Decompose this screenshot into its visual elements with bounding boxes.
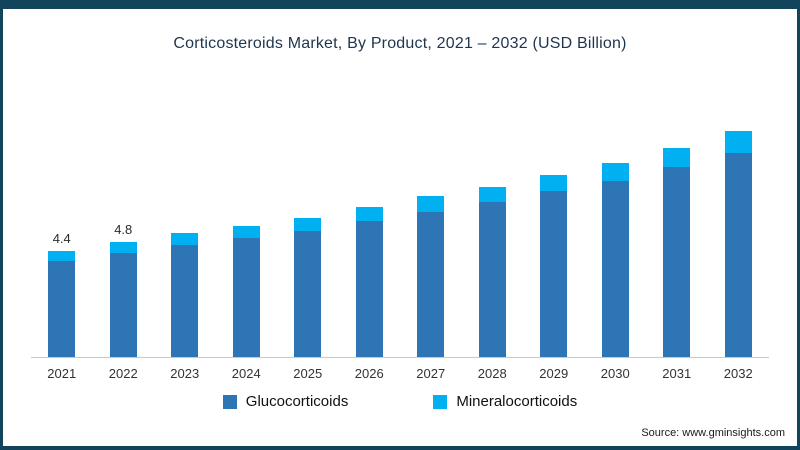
bar-group-2027 <box>400 107 462 357</box>
x-axis-label-2029: 2029 <box>539 366 569 381</box>
bar-stack <box>355 207 383 357</box>
bar-stack <box>171 233 199 357</box>
legend-label-glucocorticoids: Glucocorticoids <box>245 393 349 410</box>
bar-group-2024 <box>216 107 278 357</box>
bar-group-2030 <box>585 107 647 357</box>
bar-segment-glucocorticoids <box>48 261 76 357</box>
bar-segment-glucocorticoids <box>663 167 691 357</box>
x-axis-label-2021: 2021 <box>47 366 77 381</box>
bar-stack <box>601 162 629 357</box>
bar-segment-mineralocorticoids <box>417 196 445 212</box>
bar-stack <box>724 131 752 357</box>
bar-segment-mineralocorticoids <box>48 251 76 261</box>
source-attribution: Source: www.gminsights.com <box>641 427 785 439</box>
x-axis-label-2023: 2023 <box>170 366 200 381</box>
bar-stack: 4.4 <box>48 231 76 357</box>
bar-segment-glucocorticoids <box>601 180 629 357</box>
bar-value-label: 4.8 <box>114 221 133 237</box>
x-axis-label-2026: 2026 <box>354 366 384 381</box>
bar-segment-mineralocorticoids <box>663 148 691 168</box>
legend: Glucocorticoids Mineralocorticoids <box>3 393 797 410</box>
legend-item-mineralocorticoids: Mineralocorticoids <box>433 393 577 410</box>
mineralocorticoids-swatch-icon <box>433 394 448 409</box>
legend-label-mineralocorticoids: Mineralocorticoids <box>456 393 578 410</box>
bar-segment-glucocorticoids <box>232 238 260 357</box>
bar-segment-mineralocorticoids <box>540 174 568 192</box>
bar-stack <box>417 196 445 357</box>
bar-stack <box>663 148 691 357</box>
x-axis-label-2024: 2024 <box>231 366 261 381</box>
legend-item-glucocorticoids: Glucocorticoids <box>222 393 349 410</box>
x-axis-labels: 2021 2022 2023 2024 2025 2026 2027 2028 2029 2030… <box>31 358 769 381</box>
bar-group-2026 <box>339 107 401 357</box>
bar-stack <box>540 174 568 357</box>
x-axis-label-2028: 2028 <box>477 366 507 381</box>
bar-group-2032 <box>708 107 770 357</box>
x-axis-label-2025: 2025 <box>293 366 323 381</box>
bar-stack <box>232 226 260 357</box>
bar-segment-glucocorticoids <box>109 252 137 357</box>
bar-stack <box>478 186 506 357</box>
chart-area: 4.4 4.8 2021 2022 2023 2024 2025 2026 2027 2028 2… <box>31 107 769 381</box>
bar-segment-mineralocorticoids <box>109 241 137 253</box>
chart-title: Corticosteroids Market, By Product, 2021… <box>173 35 627 52</box>
bar-group-2023 <box>154 107 216 357</box>
bar-segment-glucocorticoids <box>417 211 445 357</box>
bar-segment-glucocorticoids <box>294 231 322 357</box>
bar-group-2031 <box>646 107 708 357</box>
bar-segment-glucocorticoids <box>171 245 199 357</box>
bar-group-2028 <box>462 107 524 357</box>
bar-segment-mineralocorticoids <box>171 233 199 246</box>
bar-value-label: 4.4 <box>52 231 71 247</box>
bar-segment-mineralocorticoids <box>294 217 322 231</box>
x-axis-label-2022: 2022 <box>108 366 138 381</box>
x-axis-label-2027: 2027 <box>416 366 446 381</box>
bar-group-2021: 4.4 <box>31 107 93 357</box>
bar-stack <box>294 217 322 357</box>
bar-segment-mineralocorticoids <box>601 162 629 181</box>
plot-area: 4.4 4.8 <box>31 107 769 358</box>
x-axis-label-2030: 2030 <box>600 366 630 381</box>
bar-segment-glucocorticoids <box>478 202 506 357</box>
bar-segment-mineralocorticoids <box>478 186 506 203</box>
bar-group-2029 <box>523 107 585 357</box>
bar-segment-mineralocorticoids <box>355 207 383 222</box>
bar-group-2025 <box>277 107 339 357</box>
bar-segment-glucocorticoids <box>355 221 383 357</box>
bar-segment-mineralocorticoids <box>232 226 260 239</box>
bar-segment-glucocorticoids <box>540 191 568 357</box>
glucocorticoids-swatch-icon <box>222 394 237 409</box>
bar-segment-glucocorticoids <box>724 153 752 357</box>
bar-segment-mineralocorticoids <box>724 131 752 153</box>
x-axis-label-2031: 2031 <box>662 366 692 381</box>
x-axis-label-2032: 2032 <box>723 366 753 381</box>
bar-group-2022: 4.8 <box>93 107 155 357</box>
bar-stack: 4.8 <box>109 221 137 357</box>
